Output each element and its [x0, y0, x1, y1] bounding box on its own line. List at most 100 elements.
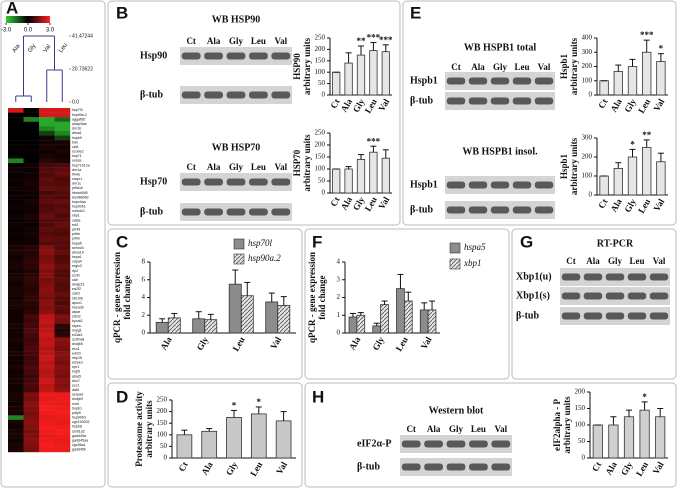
heatmap-cell	[8, 337, 24, 343]
heatmap-cell	[8, 195, 24, 200]
heatmap-cell	[54, 332, 71, 338]
heatmap-cell	[39, 410, 55, 416]
heatmap-cell	[39, 337, 55, 343]
blot-band	[446, 181, 466, 189]
heatmap-cell	[8, 429, 24, 434]
blot-band	[534, 206, 554, 214]
heatmap-cell	[23, 415, 40, 421]
lane-label: Ct	[451, 62, 461, 72]
bar	[275, 420, 292, 459]
heatmap-cell	[8, 309, 24, 315]
blot-row-label: β-tub	[357, 461, 380, 472]
heatmap-cell	[8, 387, 24, 393]
heatmap-cell	[8, 300, 24, 306]
heatmap-cell	[39, 286, 55, 292]
blot-band	[512, 77, 532, 85]
heatmap-cell	[39, 364, 55, 370]
x-tick-label: Ala	[339, 195, 355, 212]
bar	[613, 167, 623, 196]
y-axis-label: Hspb1	[559, 153, 569, 179]
heatmap-cell	[54, 176, 71, 182]
heatmap-cell	[54, 231, 71, 237]
lane-label: Val	[274, 162, 287, 172]
lane-label: Gly	[229, 162, 244, 172]
heatmap-cell	[23, 144, 40, 150]
heatmap-row-label: aggaf66	[72, 117, 85, 121]
y-tick-label: 50	[578, 437, 586, 445]
blot-band	[401, 463, 421, 471]
heatmap-cell	[23, 208, 40, 214]
heatmap-cell	[39, 273, 55, 278]
heatmap-cell	[23, 126, 40, 132]
y-tick-label: 50	[318, 177, 326, 185]
blot-band	[446, 206, 466, 214]
heatmap-row-label: hspa1	[72, 255, 82, 259]
y-axis-label: arbitrary units	[302, 37, 312, 95]
blot-band	[226, 91, 246, 99]
lane-label: Ala	[471, 62, 485, 72]
heatmap-row-label: hspa5	[72, 241, 82, 245]
x-tick-label: Leu	[636, 97, 652, 115]
heatmap-cell	[8, 369, 24, 375]
heatmap-row-label: hsp71	[72, 154, 82, 158]
heatmap-row-label: hspx4aa	[72, 200, 86, 204]
heatmap-row-label: serinc5	[72, 246, 84, 250]
legend-label: hsp70l	[248, 238, 273, 248]
heatmap-cell	[8, 277, 24, 283]
heatmap-cell	[23, 241, 40, 246]
x-tick-label: Ala	[608, 97, 624, 114]
heatmap-row-label: impg1	[72, 328, 82, 332]
heatmap-cell	[54, 309, 71, 315]
bar	[427, 309, 437, 334]
blot-band	[271, 52, 291, 60]
heatmap-cell	[23, 204, 40, 210]
blot-band	[649, 273, 669, 281]
heatmap-cell	[23, 213, 40, 219]
heatmap-cell	[39, 341, 55, 347]
y-axis-label: fold change	[317, 275, 327, 319]
heatmap-row-label: hsp70l	[72, 108, 83, 112]
legend-swatch	[233, 253, 245, 265]
heatmap-cell	[39, 250, 55, 255]
heatmap-cell	[8, 291, 24, 297]
heatmap-cell	[54, 190, 71, 196]
heatmap-cell	[39, 199, 55, 205]
heatmap-cell	[39, 227, 55, 233]
heatmap-cell	[23, 231, 40, 237]
heatmap-cell	[8, 286, 24, 292]
heatmap-cell	[23, 121, 40, 127]
panel-label: F	[312, 232, 322, 251]
heatmap-cell	[39, 204, 55, 210]
bar	[642, 147, 652, 196]
heatmap-cell	[23, 438, 40, 444]
heatmap-cell	[23, 369, 40, 375]
bar	[332, 168, 341, 194]
y-tick-label: 100	[582, 172, 593, 180]
blot-band	[512, 206, 532, 214]
blot-title: WB HSP70	[212, 142, 261, 153]
heatmap-cell	[39, 213, 55, 219]
y-tick-label: 100	[582, 76, 593, 84]
heatmap-row-label: ei2ae1	[72, 333, 83, 337]
heatmap-cell	[23, 185, 40, 191]
heatmap-cell	[23, 172, 40, 177]
y-axis-label: HSP90	[292, 53, 302, 80]
blot-band	[204, 91, 224, 99]
lane-label: Ct	[566, 256, 576, 266]
blot-title: Western blot	[429, 405, 484, 416]
heatmap-cell	[54, 318, 71, 324]
blot-title: WB HSP90	[212, 14, 261, 25]
heatmap-row-label: pdip5	[72, 411, 81, 415]
lane-label: Leu	[251, 36, 266, 46]
heatmap-cell	[23, 328, 40, 333]
panel-frame	[107, 382, 303, 488]
significance-label: *	[659, 44, 664, 54]
heatmap-cell	[54, 305, 71, 311]
heatmap-cell	[8, 254, 24, 260]
y-tick-label: 200	[157, 407, 168, 415]
y-tick-label: 150	[575, 404, 586, 412]
y-tick-label: 200	[315, 45, 326, 53]
legend-swatch	[449, 242, 461, 254]
heatmap-row-label: hsp71b12a	[72, 163, 90, 167]
panel-label: C	[116, 232, 128, 251]
